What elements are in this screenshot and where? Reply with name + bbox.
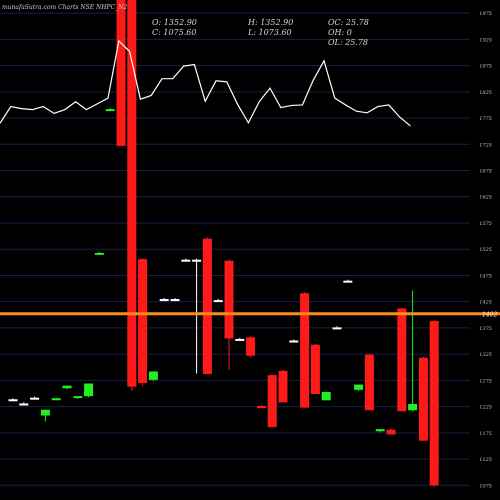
candle-body xyxy=(246,337,256,356)
candle-body xyxy=(51,398,61,401)
candle-body xyxy=(30,397,40,400)
y-tick-label: 1875 xyxy=(479,64,492,70)
candle-body xyxy=(213,300,223,303)
overlay-line-series xyxy=(0,39,411,127)
y-tick-label: 1425 xyxy=(479,300,492,306)
candle-body xyxy=(159,299,169,302)
y-tick-label: 1175 xyxy=(479,431,492,437)
candle-body xyxy=(310,344,320,395)
candle-body xyxy=(386,429,396,435)
overlay-line xyxy=(0,39,411,127)
horizontal-level: 1402 xyxy=(0,312,500,319)
y-tick-label: 1975 xyxy=(479,11,492,17)
candle-body xyxy=(94,252,104,255)
candle-body xyxy=(19,403,29,406)
candle-body xyxy=(418,357,428,441)
y-tick-label: 1775 xyxy=(479,116,492,122)
candle-body xyxy=(170,299,180,302)
candle-body xyxy=(202,238,212,375)
candle-body xyxy=(267,375,277,428)
candle-body xyxy=(408,403,418,411)
candle-body xyxy=(397,308,407,412)
stat-oh: OH: 0 xyxy=(328,28,352,37)
candle-body xyxy=(105,109,115,112)
ohlc-open: O: 1352.90 xyxy=(152,18,197,27)
y-tick-label: 1075 xyxy=(479,483,492,489)
y-tick-label: 1725 xyxy=(479,142,492,148)
y-tick-label: 1275 xyxy=(479,378,492,384)
y-tick-label: 1625 xyxy=(479,195,492,201)
grid-lines xyxy=(0,12,470,486)
candle-body xyxy=(300,293,310,408)
candle-body xyxy=(256,406,266,409)
candle-body xyxy=(148,371,158,380)
candle-body xyxy=(84,383,94,397)
candle-body xyxy=(138,259,148,384)
candle-body xyxy=(192,259,202,262)
candle-body xyxy=(332,327,342,330)
candlestick-series xyxy=(8,0,439,487)
candle-body xyxy=(278,370,288,403)
candle-body xyxy=(289,340,299,343)
level-label: 1402 xyxy=(482,312,497,319)
stat-ol: OL: 25.78 xyxy=(328,38,369,47)
chart-brand-title: munafaSutra.com Charts NSE NHPC_N2 xyxy=(2,4,128,11)
candle-body xyxy=(375,429,385,432)
candle-body xyxy=(321,391,331,401)
stat-oc: OC: 25.78 xyxy=(328,18,369,27)
y-tick-label: 1325 xyxy=(479,352,492,358)
candle-body xyxy=(40,409,50,416)
candle-body xyxy=(364,354,374,411)
y-tick-label: 1475 xyxy=(479,273,492,279)
y-axis-tick-labels: 1975 1925 1875 1825 1775 1725 1675 1625 1575 1525… xyxy=(479,11,492,489)
candle-body xyxy=(127,0,137,387)
y-tick-label: 1925 xyxy=(479,37,492,43)
y-tick-label: 1225 xyxy=(479,405,492,411)
candle-body xyxy=(181,259,191,262)
candle-body xyxy=(235,338,245,341)
candle-body xyxy=(343,280,353,283)
y-tick-label: 1675 xyxy=(479,169,492,175)
y-tick-label: 1825 xyxy=(479,90,492,96)
candle-body xyxy=(354,384,364,390)
candle-body xyxy=(62,385,72,389)
ohlc-low: L: 1073.60 xyxy=(248,28,292,37)
y-tick-label: 1125 xyxy=(479,457,492,463)
candle-body xyxy=(224,260,234,339)
ohlc-close: C: 1075.60 xyxy=(152,28,197,37)
candle-body xyxy=(116,0,126,146)
candle-body xyxy=(8,399,18,402)
y-tick-label: 1525 xyxy=(479,247,492,253)
candle-body xyxy=(73,396,83,399)
y-tick-label: 1375 xyxy=(479,326,492,332)
candle-body xyxy=(429,321,439,486)
ohlc-high: H: 1352.90 xyxy=(248,18,294,27)
y-tick-label: 1575 xyxy=(479,221,492,227)
